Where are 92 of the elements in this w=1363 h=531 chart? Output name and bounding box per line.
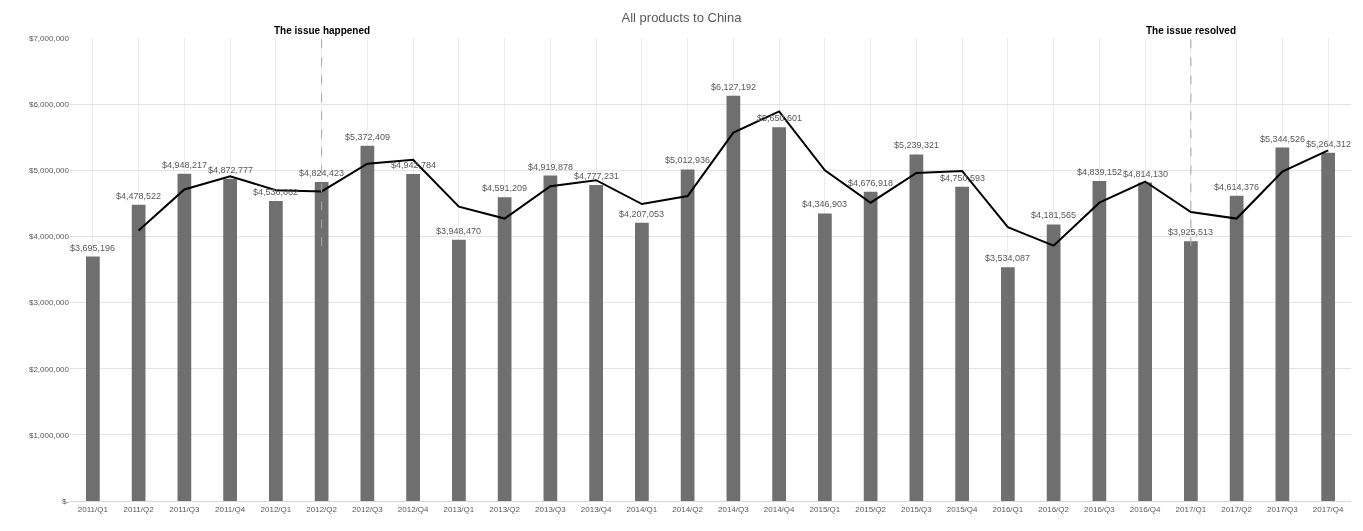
- data-label: $4,478,522: [116, 191, 162, 201]
- bar: [543, 175, 558, 501]
- data-label: $5,264,312: [1306, 139, 1352, 149]
- x-tick-label: 2011/Q2: [123, 504, 155, 514]
- data-label: $4,839,152: [1077, 167, 1123, 177]
- bar: [680, 169, 695, 501]
- bar: [497, 197, 512, 501]
- bar: [635, 222, 649, 501]
- bar: [1046, 224, 1061, 501]
- x-tick-label: 2015/Q2: [855, 504, 887, 514]
- y-tick-label: $-: [61, 496, 70, 506]
- bar: [314, 181, 329, 501]
- bar: [360, 145, 375, 501]
- data-label: $4,207,053: [619, 209, 665, 219]
- x-tick-label: 2015/Q1: [809, 504, 841, 514]
- x-tick-label: 2014/Q2: [672, 504, 704, 514]
- x-tick-label: 2015/Q4: [946, 504, 979, 514]
- data-label: $4,614,376: [1214, 182, 1260, 192]
- bar: [1184, 241, 1198, 501]
- x-tick-label: 2016/Q4: [1129, 504, 1162, 514]
- y-tick-label: $6,000,000: [28, 99, 70, 109]
- x-tick-label: 2016/Q3: [1084, 504, 1116, 514]
- x-tick-label: 2014/Q3: [718, 504, 750, 514]
- bar: [589, 185, 603, 501]
- x-tick-label: 2013/Q2: [489, 504, 521, 514]
- x-tick-label: 2011/Q3: [169, 504, 200, 514]
- x-tick-label: 2015/Q3: [901, 504, 933, 514]
- x-tick-label: 2013/Q4: [580, 504, 613, 514]
- y-tick-label: $3,000,000: [28, 298, 70, 308]
- chart-title: All products to China: [621, 10, 743, 26]
- y-tick-label: $4,000,000: [28, 232, 70, 242]
- data-label: $3,534,087: [985, 253, 1031, 263]
- x-tick-label: 2017/Q4: [1312, 504, 1345, 514]
- data-label: $5,344,526: [1260, 134, 1306, 144]
- data-label: $5,372,409: [345, 132, 391, 142]
- data-label: $3,925,513: [1168, 227, 1214, 237]
- bar: [726, 95, 741, 501]
- data-label: $4,591,209: [482, 183, 528, 193]
- x-tick-label: 2011/Q1: [77, 504, 109, 514]
- data-label: $4,346,903: [802, 199, 848, 209]
- y-tick-label: $1,000,000: [28, 430, 70, 440]
- bar: [406, 174, 420, 501]
- data-label: $3,948,470: [436, 226, 482, 236]
- x-tick-label: 2017/Q2: [1221, 504, 1253, 514]
- bar: [909, 154, 924, 501]
- x-tick-label: 2016/Q2: [1038, 504, 1070, 514]
- bar: [1138, 182, 1152, 501]
- data-label: $4,872,777: [208, 165, 254, 175]
- data-label: $5,239,321: [894, 140, 940, 150]
- bar: [1092, 180, 1107, 501]
- bar: [452, 239, 466, 501]
- x-tick-label: 2017/Q1: [1175, 504, 1207, 514]
- data-label: $3,695,196: [70, 243, 116, 253]
- bar: [818, 213, 832, 501]
- bar: [1321, 152, 1335, 501]
- x-tick-label: 2013/Q1: [443, 504, 475, 514]
- x-tick-label: 2012/Q1: [260, 504, 292, 514]
- data-label: $4,676,918: [848, 178, 894, 188]
- data-label: $4,824,423: [299, 168, 345, 178]
- y-tick-label: $7,000,000: [28, 33, 70, 43]
- ref-line-label: The issue resolved: [1146, 25, 1237, 36]
- x-tick-label: 2012/Q4: [397, 504, 430, 514]
- x-tick-label: 2011/Q4: [215, 504, 246, 514]
- bar: [269, 200, 283, 501]
- x-tick-label: 2016/Q1: [992, 504, 1024, 514]
- data-label: $4,948,217: [162, 160, 208, 170]
- bar: [223, 178, 237, 501]
- x-tick-label: 2014/Q4: [763, 504, 796, 514]
- y-tick-label: $2,000,000: [28, 364, 70, 374]
- bar: [131, 204, 146, 501]
- bar: [1275, 147, 1290, 501]
- data-label: $4,536,862: [253, 187, 299, 197]
- ref-line-label: The issue happened: [274, 25, 371, 36]
- bar: [772, 127, 786, 501]
- x-tick-label: 2014/Q1: [626, 504, 658, 514]
- bar: [955, 186, 969, 501]
- x-tick-label: 2017/Q3: [1267, 504, 1299, 514]
- x-tick-label: 2013/Q3: [535, 504, 567, 514]
- bar: [863, 191, 878, 501]
- bar: [1229, 195, 1244, 501]
- x-tick-label: 2012/Q3: [352, 504, 384, 514]
- data-label: $4,777,231: [574, 171, 620, 181]
- data-label: $6,127,192: [711, 82, 757, 92]
- y-tick-label: $5,000,000: [28, 166, 70, 176]
- x-tick-label: 2012/Q2: [306, 504, 338, 514]
- data-label: $5,012,936: [665, 155, 711, 165]
- bar: [1001, 267, 1015, 501]
- bar: [177, 173, 192, 501]
- data-label: $4,814,130: [1123, 169, 1169, 179]
- data-label: $4,919,878: [528, 162, 574, 172]
- data-label: $4,181,565: [1031, 210, 1077, 220]
- bar: [86, 256, 100, 501]
